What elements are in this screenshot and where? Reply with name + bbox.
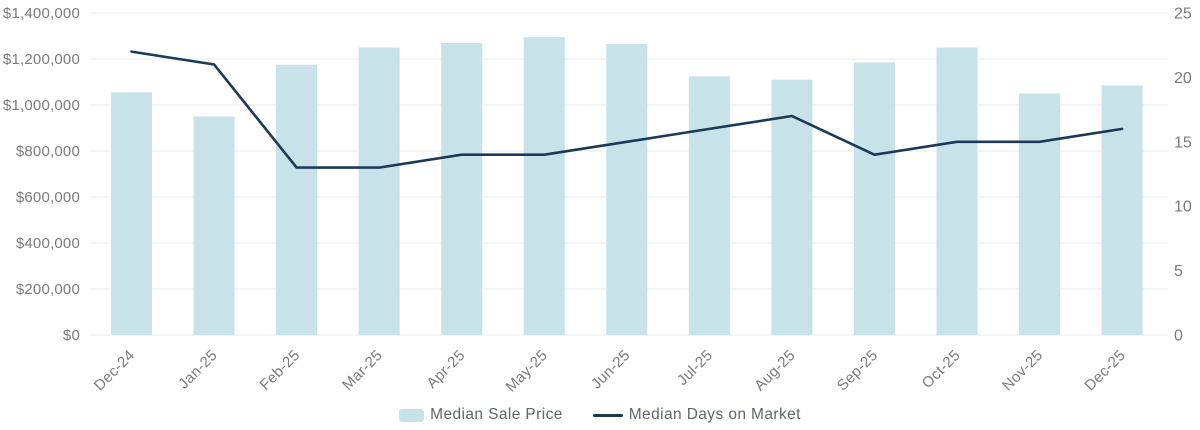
right-axis-tick-label: 25 (1174, 6, 1192, 23)
median-sale-price-bar (358, 47, 400, 335)
median-sale-price-bar (111, 92, 152, 335)
left-axis-tick-label: $800,000 (16, 143, 80, 160)
median-sale-price-bar (523, 37, 565, 336)
median-sale-price-bar (688, 76, 730, 335)
median-sale-price-bar (936, 47, 978, 335)
x-axis-tick-label: Jul-25 (674, 347, 716, 389)
x-axis-tick-label: Jun-25 (588, 347, 634, 393)
left-axis-tick-label: $1,000,000 (3, 97, 80, 114)
x-axis-tick-label: Feb-25 (257, 347, 304, 394)
right-axis-tick-label: 15 (1174, 134, 1192, 151)
x-axis-tick-label: Oct-25 (919, 347, 964, 392)
right-axis-tick-label: 20 (1174, 70, 1192, 87)
x-axis-tick-label: Sep-25 (834, 347, 881, 394)
median-sale-price-bar (853, 62, 895, 335)
right-axis-tick-label: 10 (1174, 199, 1192, 216)
x-axis-tick-label: Mar-25 (339, 347, 386, 394)
x-axis-tick-label: Aug-25 (751, 347, 798, 394)
x-axis-tick-label: May-25 (502, 347, 551, 396)
right-axis-tick-label: 5 (1174, 263, 1183, 280)
x-axis-tick-label: Dec-25 (1081, 347, 1128, 394)
median-sale-price-bar (276, 64, 318, 335)
left-axis-tick-label: $0 (63, 327, 80, 344)
median-sale-price-bar (606, 44, 648, 336)
median-sale-price-bar (1101, 85, 1143, 335)
left-axis-tick-label: $1,200,000 (3, 51, 80, 68)
left-axis-tick-label: $400,000 (16, 235, 80, 252)
x-axis-tick-label: Nov-25 (999, 347, 1046, 394)
left-axis-tick-label: $1,400,000 (3, 5, 80, 22)
median-sale-price-bar (1019, 93, 1061, 335)
left-axis-tick-label: $600,000 (16, 189, 80, 206)
x-axis-tick-label: Jan-25 (175, 347, 221, 393)
x-axis-tick-label: Dec-24 (91, 347, 138, 394)
median-sale-price-bar (441, 42, 483, 336)
left-axis-tick-label: $200,000 (16, 281, 80, 298)
right-axis-tick-label: 0 (1174, 328, 1183, 345)
median-days-on-market-line (130, 50, 1124, 169)
x-axis-tick-label: Apr-25 (423, 347, 468, 392)
median-sale-price-bar (193, 116, 235, 335)
